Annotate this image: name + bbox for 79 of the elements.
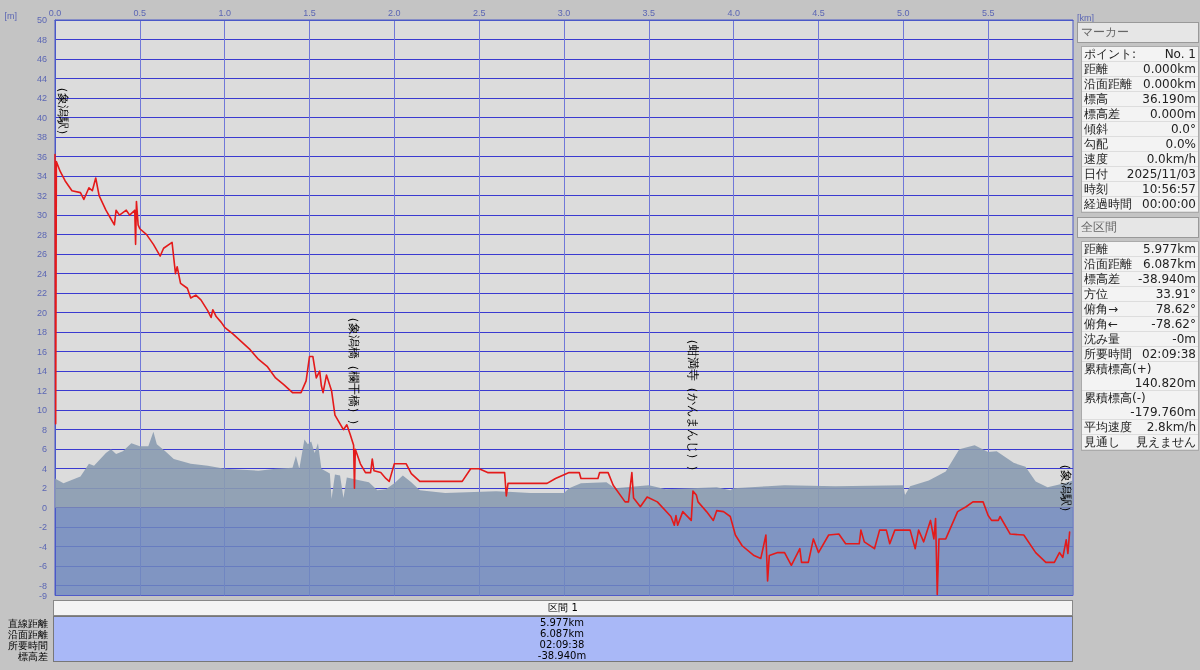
y-tick-label: 14	[36, 366, 47, 377]
x-tick-label: 5.0	[897, 7, 910, 18]
y-tick-label: 18	[36, 327, 47, 338]
y-tick-label: 8	[41, 424, 47, 435]
y-tick-label: 26	[36, 249, 47, 260]
x-tick-label: 5.5	[981, 7, 995, 18]
text: 累積標高(+) 140.820m	[1084, 362, 1196, 390]
y-tick-label: 4	[41, 463, 47, 474]
text: 沿面距離 0.000km	[1084, 77, 1196, 91]
x-tick-label: 2.5	[472, 7, 486, 18]
y-tick-label: 0	[41, 502, 47, 513]
text: 方位 33.91°	[1084, 287, 1196, 301]
text: 傾斜 0.0°	[1084, 122, 1196, 136]
text: 標高 36.190m	[1084, 92, 1196, 106]
y-tick-label: 2	[41, 483, 47, 494]
text: 速度 0.0km/h	[1084, 152, 1196, 166]
x-tick-label: 3.5	[642, 7, 656, 18]
y-tick-label: 6	[41, 444, 47, 455]
text: 全区間	[1077, 217, 1199, 238]
text: 沿面距離 6.087km	[1084, 257, 1196, 271]
x-tick-label: 2.0	[388, 7, 401, 18]
y-tick-label: 48	[36, 34, 47, 45]
y-tick-label: 16	[36, 346, 47, 357]
y-tick-label: 34	[36, 171, 47, 182]
x-tick-label: 4.0	[727, 7, 740, 18]
y-tick-label: 20	[36, 307, 47, 318]
text: 平均速度 2.8km/h	[1084, 420, 1196, 434]
y-tick-label: 42	[36, 93, 47, 104]
text: 累積標高(-) -179.760m	[1084, 391, 1196, 419]
text: 標高差 -38.940m	[18, 650, 587, 662]
text: 標高差 0.000m	[1084, 107, 1196, 121]
y-tick-label: 24	[36, 268, 47, 279]
x-tick-label: 0.0	[48, 7, 62, 18]
text: 日付 2025/11/03	[1084, 167, 1196, 181]
text: 距離 0.000km	[1084, 62, 1196, 76]
y-tick-label: 50	[36, 15, 47, 25]
x-tick-label: 1.5	[303, 7, 316, 18]
y-tick-label: 44	[36, 73, 47, 84]
y-tick-label: 40	[36, 112, 47, 123]
y-tick-label: -9	[38, 590, 47, 601]
y-tick-label: -2	[38, 522, 47, 533]
y-tick-label: -8	[38, 580, 47, 591]
text: 標高差 -38.940m	[1084, 272, 1196, 286]
y-tick-label: 46	[36, 54, 47, 65]
y-tick-label: 22	[36, 288, 47, 299]
text: 俯角→ 78.62°	[1084, 302, 1196, 316]
y-tick-label: 10	[36, 405, 47, 416]
text: 所要時間 02:09:38	[8, 639, 585, 651]
text: 時刻 10:56:57	[1084, 182, 1196, 196]
text: 沿面距離 6.087km	[8, 628, 585, 640]
y-tick-label: -4	[38, 541, 47, 552]
x-tick-label: 4.5	[812, 7, 825, 18]
annotation: （蚶満寺（かんまんじ））	[685, 333, 701, 478]
line-series	[54, 153, 1071, 596]
annotation: （象潟橋（欄干橋））	[346, 311, 362, 432]
annotation: （象潟駅）	[55, 80, 70, 141]
text: 経過時間 00:00:00	[1084, 197, 1196, 211]
text: 区間 1	[53, 600, 1073, 616]
y-tick-label: 36	[36, 151, 47, 162]
x-tick-label: 0.5	[133, 7, 147, 18]
y-tick-label: 32	[36, 190, 47, 201]
x-tick-label: 1.0	[218, 7, 231, 18]
text: 距離 5.977km	[1084, 242, 1196, 256]
text: ポイント: No. 1	[1084, 47, 1196, 61]
annotation: （象潟駅）	[1058, 458, 1073, 519]
y-tick-label: 12	[36, 385, 47, 396]
y-tick-label: -6	[38, 561, 47, 572]
y-axis-title: [m]	[4, 10, 17, 21]
text: 所要時間 02:09:38	[1084, 347, 1196, 361]
y-tick-label: 38	[36, 132, 47, 143]
text: 俯角← -78.62°	[1084, 317, 1196, 331]
text: 沈み量 -0m	[1084, 332, 1196, 346]
text: 直線距離 5.977km	[8, 617, 585, 629]
text: マーカー	[1077, 22, 1199, 43]
x-tick-label: 3.0	[557, 7, 571, 18]
text: 見通し 見えません	[1084, 435, 1196, 449]
text: 勾配 0.0%	[1084, 137, 1196, 151]
y-tick-label: 30	[36, 210, 47, 221]
y-tick-label: 28	[36, 229, 47, 240]
